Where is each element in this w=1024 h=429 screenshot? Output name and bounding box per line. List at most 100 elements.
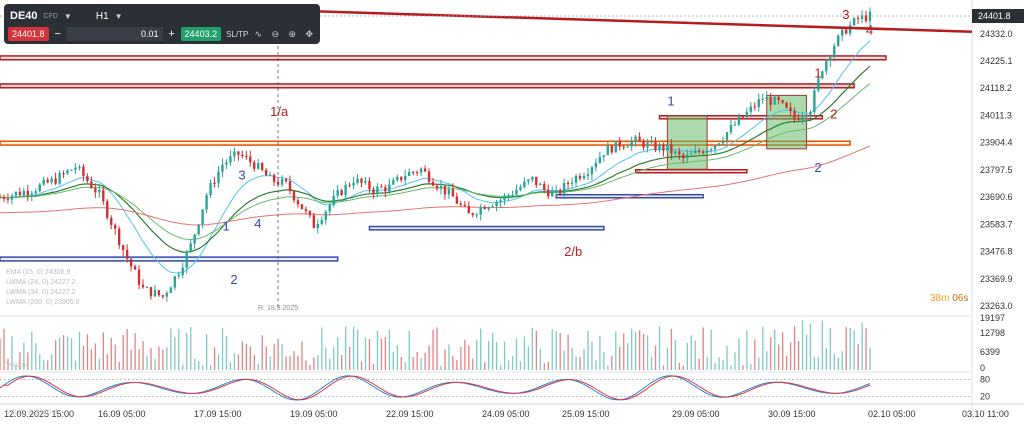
candle-body [737, 116, 741, 125]
candle-body [443, 185, 447, 195]
candle-body [733, 124, 737, 126]
volume-bar [404, 361, 406, 370]
candle-body [817, 78, 820, 91]
candle-body [670, 144, 673, 154]
volume-bar [710, 329, 712, 370]
quantity-input[interactable]: 0.01 [66, 27, 163, 41]
candle-body [209, 182, 212, 196]
volume-bar [857, 343, 859, 370]
volume-bar [551, 329, 553, 370]
quantity-decrease-button[interactable]: − [54, 28, 61, 40]
volume-bar [789, 342, 792, 370]
volume-bar [269, 356, 271, 370]
wave-label: 4 [866, 22, 873, 37]
zoom-out-icon[interactable]: ⊖ [271, 28, 280, 39]
volume-bar [579, 356, 581, 370]
candle-body [852, 18, 856, 25]
candle-body [74, 167, 77, 170]
volume-bar [686, 342, 688, 370]
sell-button[interactable]: 24401.8 [8, 27, 49, 41]
candle-body [78, 166, 81, 168]
candle-body [368, 180, 371, 190]
zoom-in-icon[interactable]: ⊕ [288, 28, 297, 39]
timeframe-selector[interactable]: H1 [95, 10, 109, 22]
crosshair-icon[interactable]: ✥ [305, 28, 314, 39]
candle-countdown: 38m 06s [930, 293, 968, 304]
volume-bar [213, 347, 216, 370]
current-price-tag [972, 9, 1024, 23]
support-resistance-zone [0, 83, 855, 89]
candle-body [344, 184, 347, 196]
sltp-button[interactable]: SL/TP [226, 29, 249, 39]
candle-body [245, 155, 248, 157]
chevron-down-icon[interactable]: ▼ [63, 11, 72, 21]
candle-body [86, 176, 89, 182]
candle-body [610, 145, 613, 153]
volume-bar [472, 358, 474, 370]
candle-body [479, 207, 482, 215]
volume-bar [575, 356, 577, 370]
chevron-down-icon[interactable]: ▼ [114, 11, 123, 21]
volume-bar [356, 329, 359, 370]
volume-bar [348, 346, 351, 370]
volume-bar [694, 340, 696, 370]
volume-bar [15, 365, 17, 370]
candle-body [797, 118, 800, 120]
volume-bar [646, 335, 649, 370]
volume-bar [650, 356, 653, 370]
candle-body [646, 142, 649, 148]
volume-bar [444, 349, 446, 370]
candle-body [14, 191, 18, 196]
candle-body [809, 112, 812, 116]
volume-bar [416, 351, 418, 370]
volume-bar [865, 328, 867, 370]
line-tool-icon[interactable]: ∿ [254, 28, 263, 39]
symbol-label[interactable]: DE40 [10, 10, 38, 22]
time-tick-label: 30.09 15:00 [768, 409, 816, 419]
candle-body [189, 243, 192, 252]
candle-body [666, 144, 669, 151]
candle-body [439, 185, 443, 189]
candle-body [785, 102, 788, 108]
quantity-increase-button[interactable]: + [168, 28, 175, 40]
candle-body [634, 136, 637, 142]
price-tick-label: 24225.1 [980, 56, 1013, 66]
candle-body [423, 168, 427, 172]
volume-bar [674, 339, 677, 370]
volume-bar [11, 335, 13, 370]
volume-bar [273, 344, 275, 370]
volume-bar [424, 352, 426, 370]
candle-body [98, 189, 101, 193]
candle-body [574, 175, 578, 183]
volume-bar [436, 327, 438, 370]
volume-bar [468, 345, 470, 370]
candle-body [821, 71, 824, 79]
candle-body [300, 204, 304, 210]
volume-bar [130, 349, 132, 370]
wave-label: 2 [830, 106, 837, 121]
buy-button[interactable]: 24403.2 [180, 27, 222, 41]
wave-label: 2 [814, 160, 821, 175]
countdown-seconds: 06s [952, 293, 969, 304]
volume-bar [722, 359, 724, 370]
volume-bar [257, 364, 259, 370]
volume-bar [47, 360, 49, 370]
volume-bar [495, 341, 498, 370]
candle-body [701, 151, 705, 154]
candle-body [519, 187, 522, 191]
candle-body [769, 97, 772, 105]
candle-body [356, 178, 359, 183]
candle-body [257, 162, 260, 169]
support-resistance-zone [368, 225, 605, 231]
volume-bar [460, 346, 462, 370]
volume-bar [51, 354, 53, 370]
candle-body [404, 175, 407, 181]
volume-bar [106, 354, 108, 370]
wave-label: 1 [222, 218, 229, 233]
candle-body [217, 171, 220, 184]
candle-body [793, 110, 796, 119]
candle-body [249, 156, 252, 163]
candle-body [316, 223, 319, 229]
candle-body [427, 171, 431, 182]
